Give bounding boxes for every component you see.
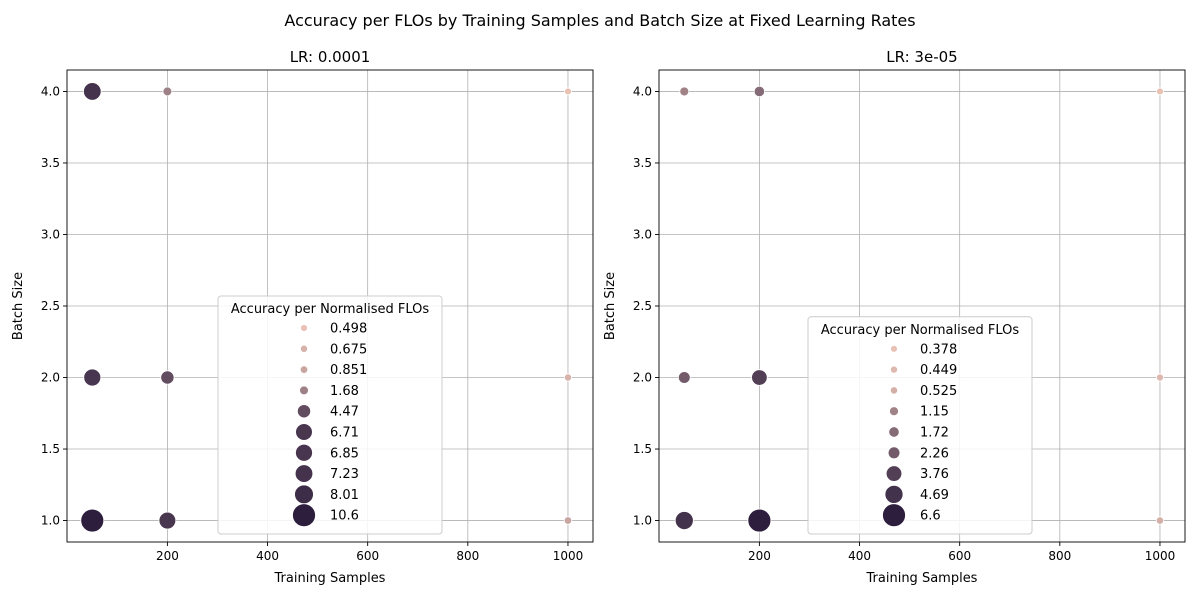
scatter-point [80, 508, 105, 533]
y-tick-label: 1.0 [633, 514, 652, 528]
x-tick-label: 600 [948, 549, 971, 563]
y-tick-label: 3.0 [633, 227, 652, 241]
scatter-point [158, 511, 177, 530]
legend-entry-label: 4.47 [330, 405, 359, 420]
y-tick-label: 2.0 [41, 371, 60, 385]
legend-title: Accuracy per Normalised FLOs [231, 302, 430, 317]
legend-entry-label: 6.6 [920, 509, 941, 524]
x-tick-label: 200 [156, 549, 179, 563]
legend-entry-label: 1.68 [330, 384, 359, 399]
x-tick-label: 600 [356, 549, 379, 563]
x-tick-label: 200 [748, 549, 771, 563]
legend-marker [889, 386, 899, 395]
legend-entry-label: 10.6 [330, 509, 359, 524]
scatter-point [751, 369, 768, 386]
legend-marker [292, 503, 316, 528]
legend-marker [294, 484, 314, 505]
y-tick-label: 1.5 [633, 442, 652, 456]
legend-marker [884, 484, 904, 504]
legend-marker [294, 464, 314, 483]
scatter-point [679, 86, 690, 97]
legend-marker [882, 503, 906, 528]
x-tick-label: 400 [256, 549, 279, 563]
legend-entry-label: 4.69 [920, 488, 949, 503]
scatter-point [563, 373, 573, 382]
y-tick-label: 4.0 [41, 84, 60, 98]
legend: Accuracy per Normalised FLOs 0.378 0.449 0.… [807, 316, 1033, 535]
legend-marker [885, 465, 903, 482]
legend-entry-label: 1.72 [920, 426, 949, 441]
legend-marker [887, 446, 901, 460]
y-tick-label: 2.0 [633, 371, 652, 385]
scatter-point [564, 87, 572, 96]
legend-entry-label: 2.26 [920, 446, 949, 461]
legend-entry-label: 0.449 [920, 363, 957, 378]
legend-marker [888, 426, 900, 438]
x-tick-label: 800 [456, 549, 479, 563]
legend-entry-label: 0.498 [330, 322, 367, 337]
legend-marker [889, 406, 899, 417]
y-tick-label: 2.5 [41, 299, 60, 313]
scatter-point [83, 82, 102, 101]
x-tick-label: 1000 [553, 549, 584, 563]
y-axis-label: Batch Size [11, 272, 26, 340]
scatter-point [747, 508, 772, 533]
scatter-point [677, 371, 691, 384]
y-tick-label: 1.5 [41, 442, 60, 456]
figure-suptitle: Accuracy per FLOs by Training Samples an… [284, 11, 915, 30]
panel-title: LR: 3e-05 [886, 48, 957, 66]
x-tick-label: 1000 [1145, 549, 1176, 563]
scatter-point [1155, 373, 1164, 382]
legend-marker [890, 344, 898, 353]
y-axis-label: Batch Size [603, 272, 618, 340]
scatter-point [674, 511, 694, 530]
y-tick-label: 3.0 [41, 227, 60, 241]
scatter-point [563, 516, 573, 525]
legend-entry-label: 0.378 [920, 342, 957, 357]
legend-marker [295, 423, 313, 441]
scatter-point [1156, 87, 1164, 96]
legend-box [217, 295, 443, 535]
legend-entry-label: 7.23 [330, 467, 359, 482]
legend-marker [295, 443, 313, 462]
x-tick-label: 800 [1048, 549, 1071, 563]
legend-entry-label: 0.675 [330, 342, 367, 357]
legend-title: Accuracy per Normalised FLOs [821, 323, 1020, 338]
scatter-point [83, 368, 102, 387]
legend-entry-label: 3.76 [920, 467, 949, 482]
legend-marker [299, 344, 309, 353]
legend-entry-label: 6.85 [330, 446, 359, 461]
legend: Accuracy per Normalised FLOs 0.498 0.675 0.… [217, 295, 443, 535]
legend-entry-label: 1.15 [920, 405, 949, 420]
legend-entry-label: 0.525 [920, 384, 957, 399]
legend-entry-label: 8.01 [330, 488, 359, 503]
legend-marker [296, 404, 312, 419]
y-tick-label: 3.5 [633, 156, 652, 170]
legend-box [807, 316, 1033, 535]
legend-marker [890, 365, 898, 374]
scatter-point [1155, 516, 1165, 525]
y-tick-label: 2.5 [633, 299, 652, 313]
x-axis-label: Training Samples [274, 571, 386, 586]
x-tick-label: 400 [848, 549, 871, 563]
panel-1: 200 400 600 800 1000 1.0 1.5 2.0 2.5 3.0 3.5 4.0 LR:… [11, 48, 594, 586]
y-tick-label: 1.0 [41, 514, 60, 528]
scatter-point [162, 86, 173, 97]
y-tick-label: 3.5 [41, 156, 60, 170]
legend-entry-label: 0.851 [330, 363, 367, 378]
legend-marker [300, 324, 308, 332]
legend-marker [299, 385, 309, 396]
y-tick-label: 4.0 [633, 84, 652, 98]
panel-2: 200 400 600 800 1000 1.0 1.5 2.0 2.5 3.0 3.5 4.0 LR:… [603, 48, 1186, 586]
x-axis-label: Training Samples [866, 571, 978, 586]
scatter-point [753, 85, 766, 98]
legend-marker [299, 365, 309, 374]
legend-entry-label: 6.71 [330, 426, 359, 441]
panel-title: LR: 0.0001 [290, 48, 371, 66]
scatter-point [160, 370, 175, 385]
